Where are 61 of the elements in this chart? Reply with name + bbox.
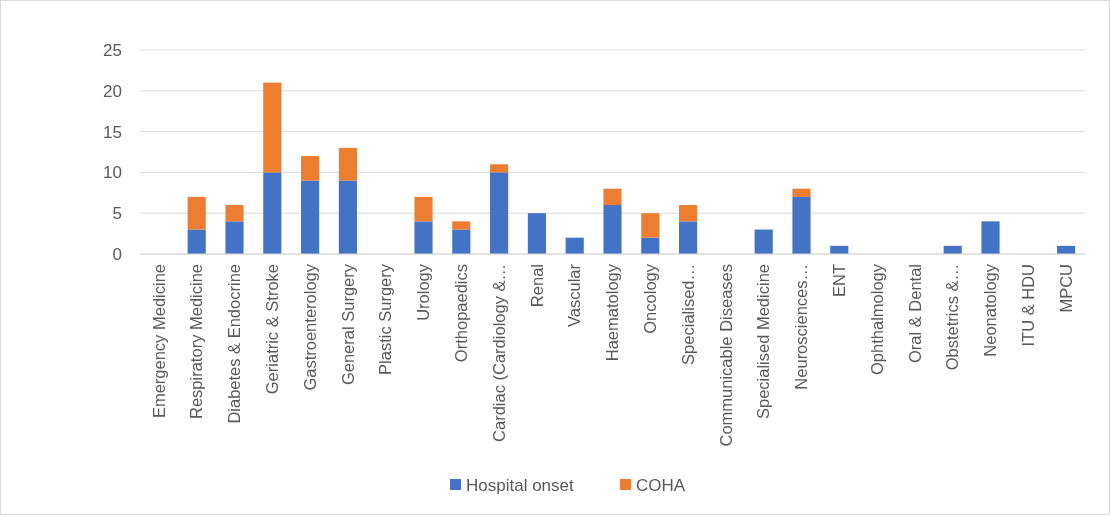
- x-tick-label: Respiratory Medicine: [187, 264, 206, 419]
- legend-label: COHA: [636, 475, 686, 495]
- x-tick-label: Renal: [527, 264, 546, 308]
- bar: [490, 172, 509, 254]
- x-tick-label: Specialised…: [678, 264, 697, 365]
- bar: [414, 221, 433, 254]
- bar: [679, 221, 698, 254]
- x-tick-label: Geriatric & Stroke: [263, 264, 282, 395]
- bar: [187, 196, 206, 230]
- y-tick-label: 5: [112, 204, 122, 224]
- x-tick-label: Specialised Medicine: [754, 264, 773, 420]
- x-tick-label: Oncology: [641, 263, 660, 334]
- x-tick-label: Obstetrics &…: [943, 264, 962, 371]
- bar: [338, 147, 357, 181]
- y-tick-label: 10: [103, 163, 122, 183]
- x-tick-label: MPCU: [1056, 264, 1075, 313]
- x-tick-label: Vascular: [565, 263, 584, 327]
- x-tick-label: Urology: [414, 263, 433, 321]
- x-tick-label: Ophthalmology: [867, 263, 886, 375]
- bar: [301, 156, 320, 181]
- bar: [187, 229, 206, 254]
- bar: [603, 205, 622, 254]
- bar: [490, 164, 509, 173]
- bar: [338, 180, 357, 254]
- x-tick-label: Haematology: [603, 263, 622, 362]
- x-tick-label: Neonatology: [981, 263, 1000, 357]
- bar: [301, 180, 320, 254]
- x-tick-label: ENT: [830, 264, 849, 297]
- bar: [565, 237, 584, 254]
- x-tick-label: Cardiac (Cardiology &…: [489, 264, 508, 442]
- x-tick-label: Gastroenterology: [300, 263, 319, 391]
- bar: [641, 213, 660, 238]
- legend-label: Hospital onset: [466, 475, 574, 495]
- bar: [754, 229, 773, 254]
- bar: [452, 229, 471, 254]
- bar: [527, 213, 546, 254]
- x-tick-label: Plastic Surgery: [376, 263, 395, 375]
- x-tick-label: General Surgery: [338, 263, 357, 386]
- x-tick-label: Oral & Dental: [905, 264, 924, 364]
- bar: [263, 172, 282, 254]
- bar: [679, 205, 698, 222]
- y-tick-label: 15: [103, 122, 122, 142]
- bar: [414, 196, 433, 222]
- bar: [225, 221, 244, 254]
- x-tick-label: Emergency Medicine: [149, 264, 168, 419]
- bar: [792, 188, 811, 197]
- y-tick-label: 25: [103, 40, 122, 60]
- bar: [981, 221, 1000, 254]
- bar: [603, 188, 622, 206]
- bar: [641, 237, 660, 254]
- bar: [225, 205, 244, 222]
- bar: [792, 196, 811, 254]
- x-tick-label: Orthopaedics: [452, 264, 471, 363]
- x-tick-label: ITU & HDU: [1019, 264, 1038, 347]
- y-tick-label: 0: [112, 244, 122, 264]
- x-tick-label: Communicable Diseases: [716, 264, 735, 447]
- bar: [452, 221, 471, 230]
- x-tick-label: Diabetes & Endocrine: [225, 264, 244, 424]
- x-tick-label: Neurosciences…: [792, 264, 811, 390]
- y-tick-label: 20: [103, 81, 122, 101]
- bar: [263, 82, 282, 173]
